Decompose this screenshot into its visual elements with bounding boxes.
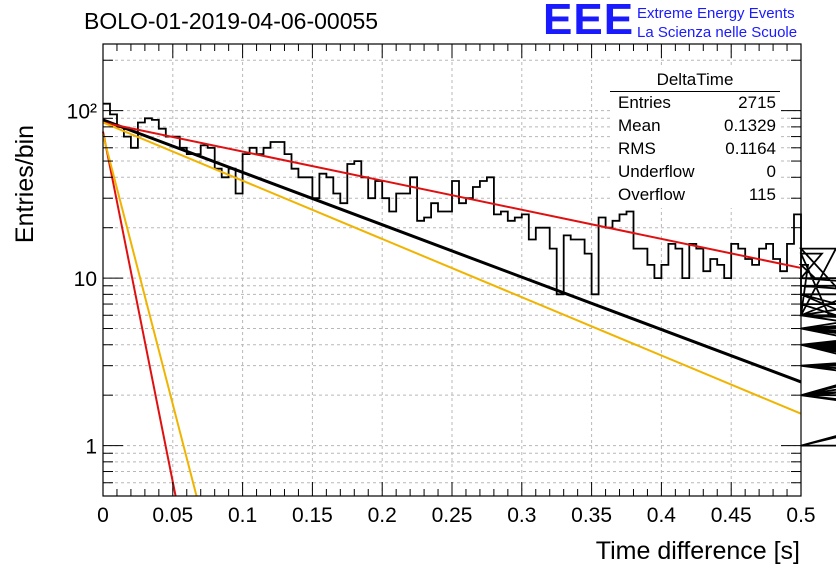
x-tick-label: 0: [97, 504, 109, 527]
stats-value: 0.1164: [725, 139, 776, 158]
stats-label: Entries: [618, 93, 671, 112]
fit-line-orange-slow: [102, 121, 802, 415]
stats-row-overflow: Overflow 115: [618, 185, 776, 207]
x-tick-label: 0.25: [432, 504, 473, 527]
eee-logo: EEE Extreme Energy Events La Scienza nel…: [543, 0, 833, 44]
stats-row-entries: Entries 2715: [618, 93, 776, 115]
fit-lines-layer: [102, 118, 802, 497]
stats-value: 0: [766, 162, 776, 181]
run-title: BOLO-01-2019-04-06-00055: [84, 8, 379, 34]
stats-row-rms: RMS 0.1164: [618, 139, 776, 161]
fit-line-red-slow: [102, 121, 802, 269]
stats-row-mean: Mean 0.1329: [618, 116, 776, 138]
x-tick-label: 0.2: [368, 504, 397, 527]
stats-title: DeltaTime: [610, 70, 780, 92]
stats-box: DeltaTime Entries 2715 Mean 0.1329 RMS 0…: [610, 68, 780, 208]
stats-row-underflow: Underflow 0: [618, 162, 776, 184]
x-tick-label: 0.15: [292, 504, 333, 527]
histogram-outline: [103, 102, 836, 447]
fit-line-red-fast: [102, 131, 177, 497]
y-tick-label: 1: [85, 436, 97, 459]
y-tick-label: 10²: [67, 101, 97, 124]
axes-layer: 0 0.05 0.1 0.15 0.2 0.25 0.3 0.35 0.4 0.45 0.5 1 10 1…: [67, 43, 816, 527]
eee-logo-line1: Extreme Energy Events: [637, 5, 795, 22]
x-tick-label: 0.45: [711, 504, 752, 527]
histogram-layer: [103, 102, 836, 447]
stats-label: Underflow: [618, 162, 695, 181]
grid-layer: [103, 44, 801, 496]
x-tick-label: 0.3: [507, 504, 536, 527]
x-axis-label: Time difference [s]: [596, 537, 800, 565]
y-axis-label: Entries/bin: [11, 125, 39, 243]
stats-value: 2715: [738, 93, 776, 112]
fit-line-fit: [102, 118, 802, 384]
eee-logo-mark: EEE: [543, 0, 635, 44]
y-tick-label: 10: [74, 268, 97, 291]
stats-label: RMS: [618, 139, 656, 158]
fit-line-orange-fast: [102, 134, 198, 497]
stats-value: 115: [748, 185, 776, 204]
stats-label: Mean: [618, 116, 661, 135]
x-tick-label: 0.5: [786, 504, 815, 527]
stats-label: Overflow: [618, 185, 686, 204]
x-tick-label: 0.05: [152, 504, 193, 527]
stats-value: 0.1329: [724, 116, 776, 135]
eee-logo-line2: La Scienza nelle Scuole: [637, 24, 798, 41]
x-tick-label: 0.4: [647, 504, 677, 527]
x-tick-label: 0.35: [571, 504, 612, 527]
x-tick-label: 0.1: [228, 504, 257, 527]
